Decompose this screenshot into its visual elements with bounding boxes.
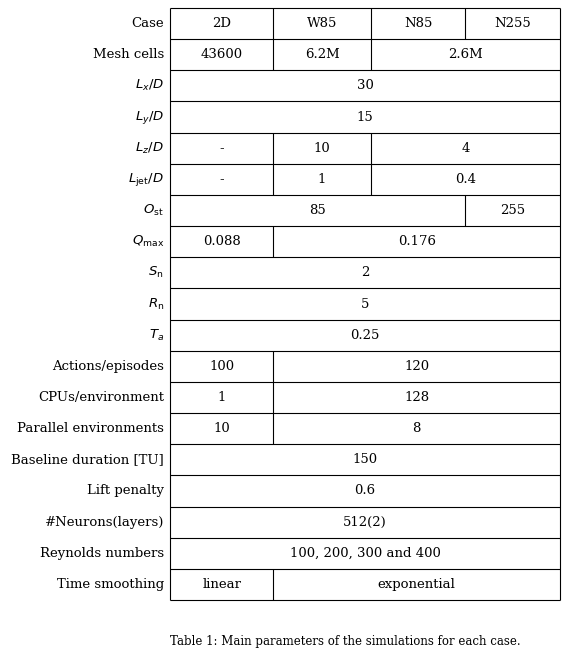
Text: Time smoothing: Time smoothing [57, 578, 164, 591]
Text: Baseline duration [TU]: Baseline duration [TU] [12, 454, 164, 466]
Text: 10: 10 [314, 142, 331, 155]
Text: 15: 15 [357, 110, 373, 124]
Text: 8: 8 [412, 422, 421, 435]
Text: 512(2): 512(2) [343, 516, 387, 528]
Text: 0.176: 0.176 [397, 235, 435, 248]
Text: 1: 1 [218, 391, 226, 404]
Text: 0.25: 0.25 [350, 329, 380, 341]
Text: W85: W85 [307, 17, 338, 30]
Text: $R_{\mathrm{n}}$: $R_{\mathrm{n}}$ [147, 297, 164, 311]
Text: $L_z / D$: $L_z / D$ [135, 141, 164, 156]
Text: 2: 2 [361, 267, 369, 279]
Text: $L_y / D$: $L_y / D$ [135, 109, 164, 126]
Text: 4: 4 [461, 142, 469, 155]
Text: 85: 85 [309, 204, 326, 217]
Text: Parallel environments: Parallel environments [17, 422, 164, 435]
Text: $L_{\mathrm{jet}} / D$: $L_{\mathrm{jet}} / D$ [128, 171, 164, 188]
Text: linear: linear [202, 578, 241, 591]
Text: 2D: 2D [212, 17, 231, 30]
Text: Case: Case [131, 17, 164, 30]
Text: -: - [219, 173, 224, 186]
Text: 120: 120 [404, 360, 429, 373]
Text: $S_{\mathrm{n}}$: $S_{\mathrm{n}}$ [149, 265, 164, 281]
Text: #Neurons(layers): #Neurons(layers) [44, 516, 164, 528]
Text: 255: 255 [500, 204, 525, 217]
Text: 43600: 43600 [200, 48, 242, 61]
Text: -: - [219, 142, 224, 155]
Text: $T_a$: $T_a$ [149, 327, 164, 343]
Text: 128: 128 [404, 391, 429, 404]
Text: 100: 100 [209, 360, 234, 373]
Text: $O_{\mathrm{st}}$: $O_{\mathrm{st}}$ [143, 203, 164, 218]
Text: 0.4: 0.4 [455, 173, 476, 186]
Text: 0.6: 0.6 [354, 484, 376, 498]
Text: Reynolds numbers: Reynolds numbers [40, 547, 164, 560]
Text: Lift penalty: Lift penalty [87, 484, 164, 498]
Text: Mesh cells: Mesh cells [93, 48, 164, 61]
Text: $Q_{\mathrm{max}}$: $Q_{\mathrm{max}}$ [132, 234, 164, 249]
Text: 6.2M: 6.2M [305, 48, 339, 61]
Text: 10: 10 [213, 422, 230, 435]
Text: 150: 150 [353, 454, 377, 466]
Text: Actions/episodes: Actions/episodes [52, 360, 164, 373]
Text: Table 1: Main parameters of the simulations for each case.: Table 1: Main parameters of the simulati… [170, 635, 521, 648]
Text: CPUs/environment: CPUs/environment [38, 391, 164, 404]
Text: 2.6M: 2.6M [448, 48, 483, 61]
Text: 0.088: 0.088 [203, 235, 241, 248]
Text: 30: 30 [357, 79, 373, 92]
Text: $L_x / D$: $L_x / D$ [135, 78, 164, 94]
Text: N85: N85 [404, 17, 433, 30]
Text: N255: N255 [494, 17, 531, 30]
Text: 100, 200, 300 and 400: 100, 200, 300 and 400 [290, 547, 441, 560]
Text: 1: 1 [318, 173, 326, 186]
Text: exponential: exponential [378, 578, 456, 591]
Text: 5: 5 [361, 297, 369, 311]
